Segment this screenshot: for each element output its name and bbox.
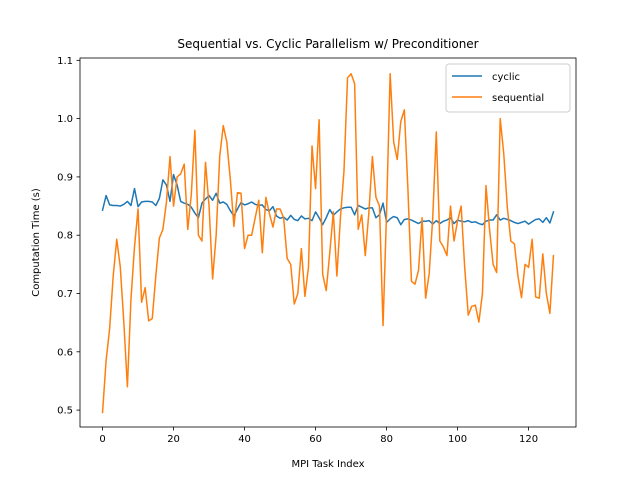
y-axis-label: Computation Time (s): [31, 188, 42, 297]
x-tick-label: 60: [309, 434, 322, 445]
x-tick-label: 100: [448, 434, 467, 445]
y-tick-label: 0.5: [57, 406, 73, 417]
legend-label-cyclic: cyclic: [492, 72, 520, 83]
y-axis: 0.5 0.6 0.7 0.8 0.9 1.0 1.1: [57, 56, 80, 417]
legend: cyclic sequential: [445, 63, 571, 113]
series-line-cyclic: [101, 173, 555, 226]
chart-title: Sequential vs. Cyclic Parallelism w/ Pre…: [177, 37, 478, 51]
y-tick-label: 1.0: [57, 114, 73, 125]
x-axis-label: MPI Task Index: [291, 459, 364, 470]
x-tick-label: 20: [167, 434, 180, 445]
x-tick-label: 120: [519, 434, 538, 445]
plot-frame: [79, 57, 577, 428]
x-tick-label: 0: [99, 434, 105, 445]
series-line-sequential: [101, 72, 555, 414]
y-tick-label: 0.8: [57, 231, 73, 242]
y-tick-label: 1.1: [57, 56, 73, 67]
legend-label-sequential: sequential: [492, 93, 544, 104]
plot-area: [79, 57, 577, 428]
y-tick-label: 0.7: [57, 289, 73, 300]
y-tick-label: 0.6: [57, 347, 73, 358]
x-tick-label: 80: [380, 434, 393, 445]
y-tick-label: 0.9: [57, 172, 73, 183]
x-axis: 0 20 40 60 80 100 120: [99, 427, 538, 445]
series-layer: [101, 72, 555, 414]
x-tick-label: 40: [238, 434, 251, 445]
